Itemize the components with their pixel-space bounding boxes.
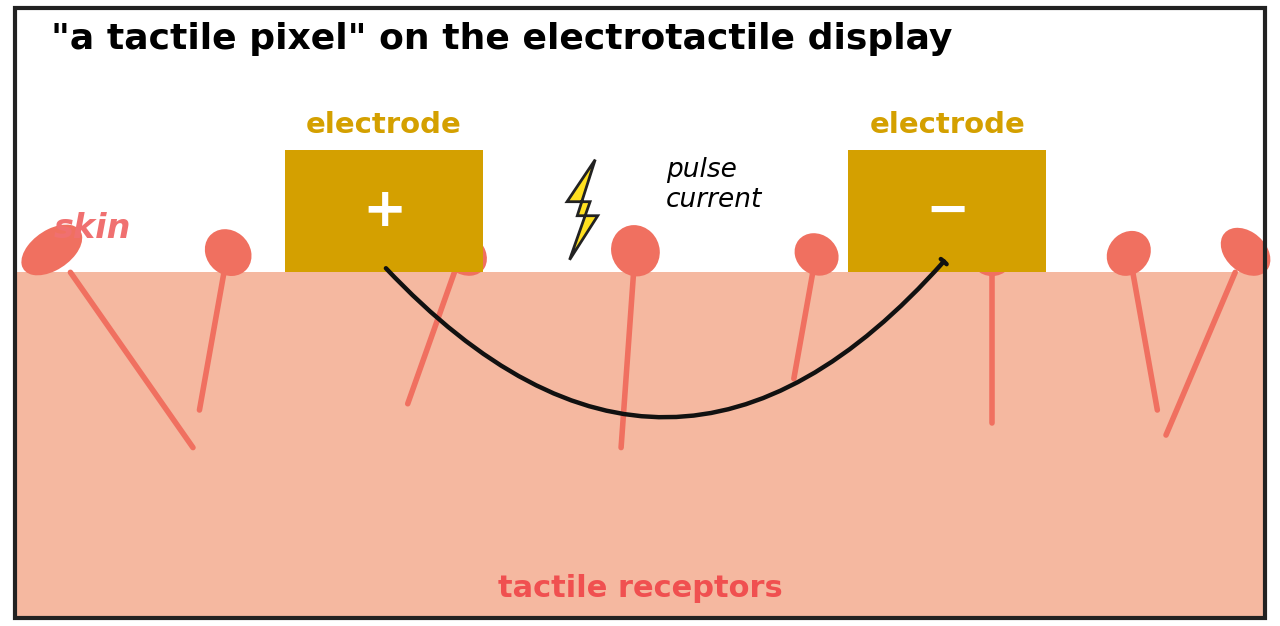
- Polygon shape: [567, 160, 598, 260]
- Text: −: −: [925, 185, 969, 237]
- Text: electrode: electrode: [869, 111, 1025, 139]
- Ellipse shape: [611, 225, 659, 277]
- Ellipse shape: [439, 229, 486, 276]
- Bar: [284, 150, 483, 272]
- Text: tactile receptors: tactile receptors: [498, 574, 782, 603]
- Ellipse shape: [205, 229, 251, 276]
- Text: +: +: [362, 185, 406, 237]
- Bar: [849, 150, 1047, 272]
- Ellipse shape: [795, 233, 838, 275]
- Bar: [15, 272, 1265, 618]
- Ellipse shape: [969, 228, 1015, 276]
- Ellipse shape: [1221, 228, 1270, 276]
- Text: "a tactile pixel" on the electrotactile display: "a tactile pixel" on the electrotactile …: [51, 22, 952, 56]
- Ellipse shape: [1107, 231, 1151, 276]
- Ellipse shape: [22, 225, 82, 275]
- Text: skin: skin: [54, 212, 131, 245]
- Text: electrode: electrode: [306, 111, 462, 139]
- Text: pulse
current: pulse current: [666, 156, 762, 213]
